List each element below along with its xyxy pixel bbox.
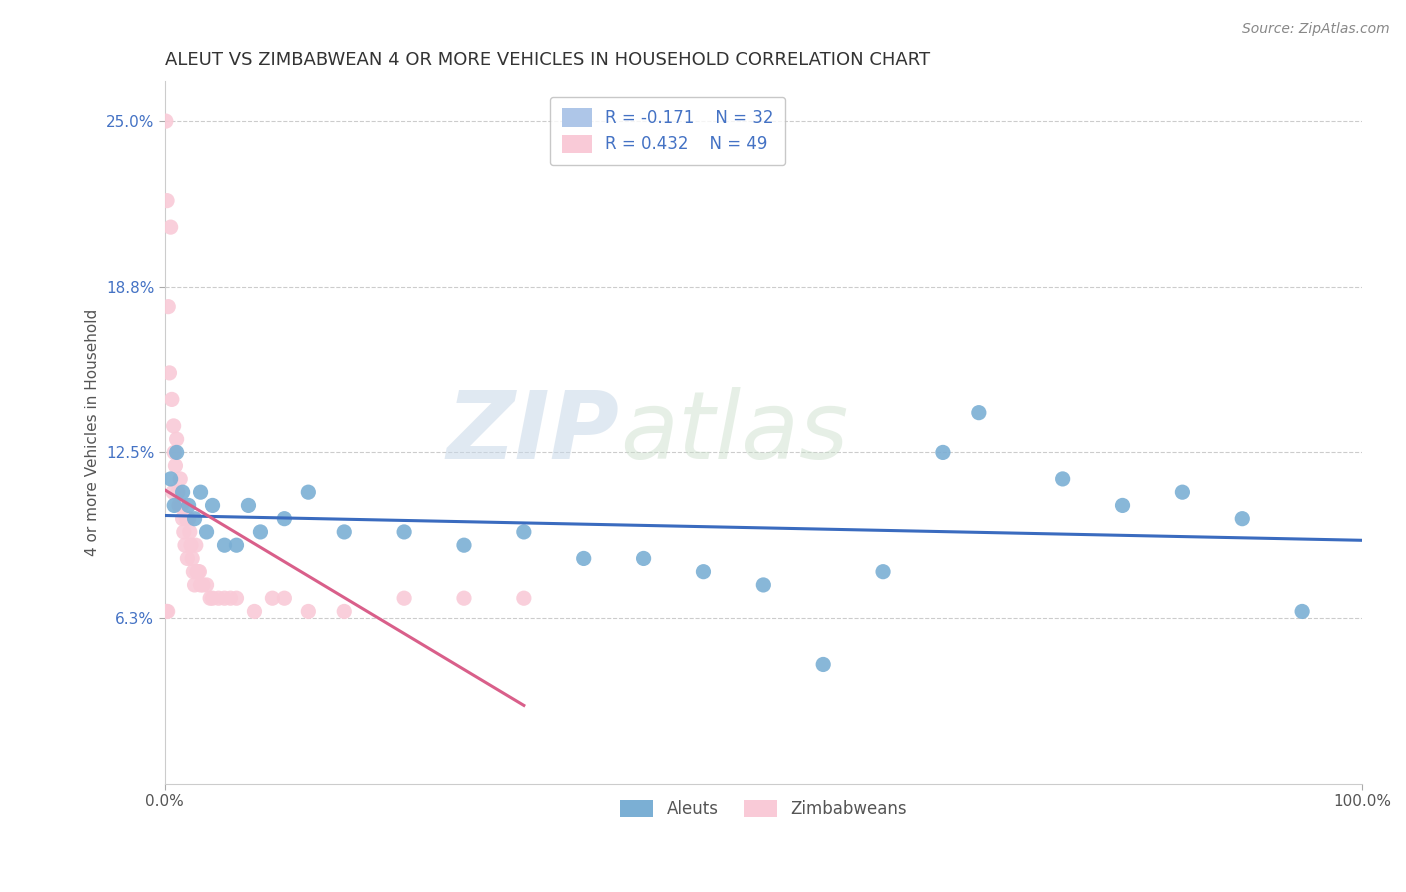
Point bbox=[811, 657, 834, 672]
Point bbox=[392, 524, 415, 539]
Point bbox=[195, 524, 218, 539]
Point bbox=[262, 591, 284, 606]
Point bbox=[198, 591, 221, 606]
Point bbox=[155, 604, 177, 618]
Point bbox=[225, 538, 247, 552]
Point bbox=[872, 565, 894, 579]
Point bbox=[166, 485, 188, 500]
Point bbox=[207, 591, 229, 606]
Point bbox=[177, 511, 200, 525]
Point bbox=[191, 578, 214, 592]
Point bbox=[183, 578, 205, 592]
Point bbox=[183, 511, 205, 525]
Point bbox=[273, 511, 295, 525]
Point bbox=[513, 591, 536, 606]
Point bbox=[967, 406, 990, 420]
Point bbox=[201, 499, 224, 513]
Point bbox=[249, 524, 271, 539]
Point bbox=[156, 194, 179, 208]
Point bbox=[186, 565, 208, 579]
Text: Source: ZipAtlas.com: Source: ZipAtlas.com bbox=[1241, 22, 1389, 37]
Point bbox=[273, 591, 295, 606]
Point bbox=[195, 578, 218, 592]
Point bbox=[155, 114, 177, 128]
Point bbox=[174, 538, 197, 552]
Point bbox=[184, 538, 207, 552]
Point bbox=[188, 565, 211, 579]
Legend: Aleuts, Zimbabweans: Aleuts, Zimbabweans bbox=[613, 793, 914, 824]
Text: ZIP: ZIP bbox=[447, 386, 620, 478]
Point bbox=[297, 604, 319, 618]
Point bbox=[187, 565, 209, 579]
Point bbox=[201, 591, 224, 606]
Point bbox=[174, 511, 197, 525]
Point bbox=[172, 511, 194, 525]
Point bbox=[572, 551, 595, 566]
Point bbox=[180, 538, 202, 552]
Point bbox=[633, 551, 655, 566]
Point bbox=[1171, 485, 1194, 500]
Point bbox=[162, 418, 184, 433]
Point bbox=[165, 458, 187, 473]
Point bbox=[167, 499, 190, 513]
Point bbox=[160, 392, 183, 407]
Point bbox=[176, 551, 198, 566]
Point bbox=[156, 604, 179, 618]
Point bbox=[1111, 499, 1133, 513]
Point bbox=[166, 445, 188, 459]
Point bbox=[163, 445, 186, 459]
Point bbox=[214, 591, 236, 606]
Text: ALEUT VS ZIMBABWEAN 4 OR MORE VEHICLES IN HOUSEHOLD CORRELATION CHART: ALEUT VS ZIMBABWEAN 4 OR MORE VEHICLES I… bbox=[165, 51, 929, 69]
Point bbox=[214, 538, 236, 552]
Point bbox=[752, 578, 775, 592]
Text: atlas: atlas bbox=[620, 387, 848, 478]
Point bbox=[177, 499, 200, 513]
Point bbox=[163, 499, 186, 513]
Point bbox=[932, 445, 955, 459]
Y-axis label: 4 or more Vehicles in Household: 4 or more Vehicles in Household bbox=[86, 309, 100, 557]
Point bbox=[172, 485, 194, 500]
Point bbox=[157, 300, 180, 314]
Point bbox=[159, 472, 181, 486]
Point bbox=[333, 604, 356, 618]
Point bbox=[179, 524, 201, 539]
Point bbox=[453, 538, 475, 552]
Point bbox=[297, 485, 319, 500]
Point bbox=[453, 591, 475, 606]
Point bbox=[159, 366, 181, 380]
Point bbox=[162, 485, 184, 500]
Point bbox=[169, 472, 191, 486]
Point bbox=[170, 499, 193, 513]
Point bbox=[243, 604, 266, 618]
Point bbox=[225, 591, 247, 606]
Point bbox=[159, 220, 181, 235]
Point bbox=[219, 591, 242, 606]
Point bbox=[183, 565, 205, 579]
Point bbox=[173, 524, 195, 539]
Point bbox=[166, 432, 188, 446]
Point bbox=[513, 524, 536, 539]
Point bbox=[190, 485, 212, 500]
Point bbox=[238, 499, 260, 513]
Point bbox=[181, 551, 204, 566]
Point bbox=[333, 524, 356, 539]
Point bbox=[392, 591, 415, 606]
Point bbox=[1052, 472, 1074, 486]
Point bbox=[190, 578, 212, 592]
Point bbox=[1291, 604, 1313, 618]
Point bbox=[692, 565, 714, 579]
Point bbox=[1232, 511, 1254, 525]
